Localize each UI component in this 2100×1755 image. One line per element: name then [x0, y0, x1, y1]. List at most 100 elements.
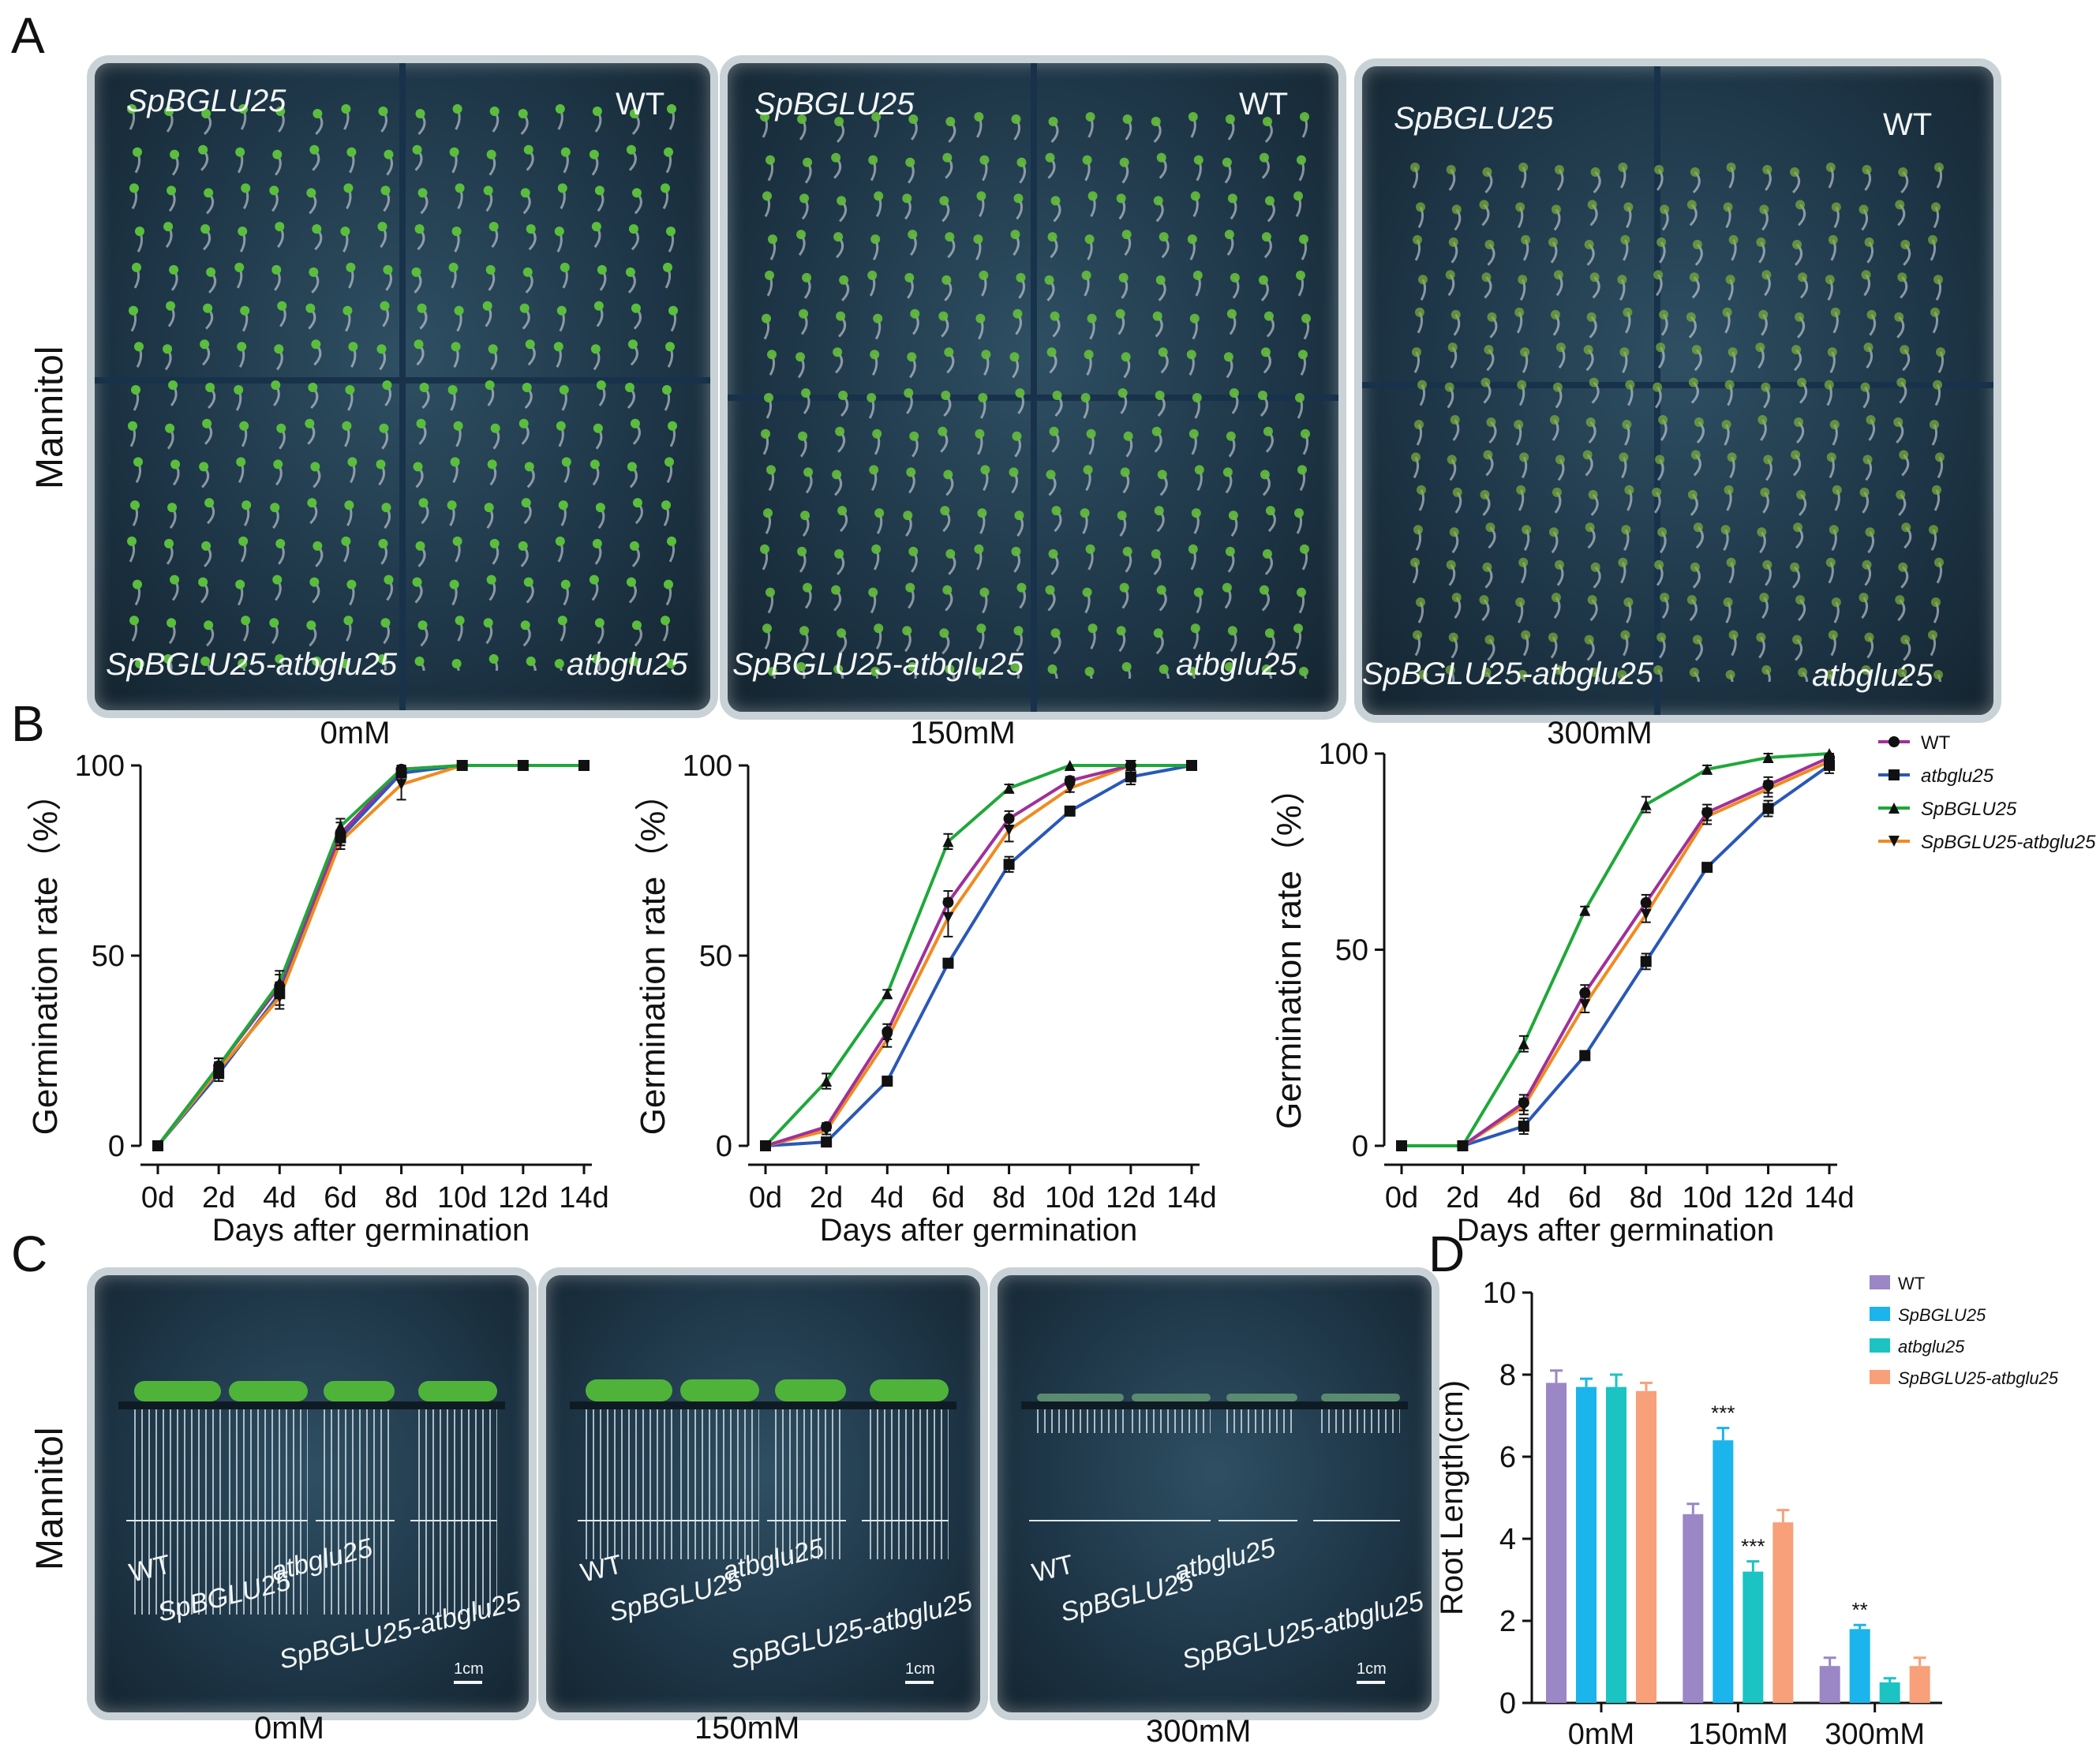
seedling [1689, 272, 1699, 283]
seedling [1416, 202, 1425, 212]
point-SpBGLU25-atbglu25 [1824, 755, 1835, 767]
seedling [163, 344, 173, 354]
seedling [762, 191, 772, 201]
seedling [1482, 562, 1492, 572]
seedling [1587, 595, 1597, 605]
seedling [801, 388, 811, 398]
seedling [1156, 585, 1166, 595]
seedling [945, 548, 956, 559]
seedling [1726, 163, 1736, 172]
seedling-leaves [324, 1381, 395, 1401]
bar-SpBGLU25-atbglu25-300mM [1909, 1666, 1930, 1703]
seedling [455, 616, 465, 626]
seedling [417, 303, 427, 313]
seedling [1551, 593, 1561, 603]
legend-label-atbglu25: atbglu25 [1898, 1337, 1965, 1356]
seedling [1548, 527, 1559, 537]
x-tick-label: 12d [1743, 1181, 1793, 1214]
seedling [627, 339, 638, 350]
seedling [1481, 272, 1492, 283]
seedling [414, 224, 425, 234]
seedling [1045, 585, 1055, 595]
seedling [803, 582, 813, 593]
seedling [1010, 662, 1020, 672]
seedling [1159, 664, 1169, 674]
seedling [1759, 593, 1769, 603]
seedling [1726, 557, 1736, 567]
seedling [520, 188, 530, 198]
point-SpBGLU25-atbglu25 [821, 1124, 833, 1136]
seedling [661, 500, 671, 511]
legend-marker-SpBGLU25 [1889, 803, 1900, 814]
seedling [1410, 163, 1420, 172]
seedling [348, 342, 358, 352]
seedling [1050, 196, 1061, 206]
mannitol-label-a: Mannitol [29, 346, 71, 489]
seedling [234, 262, 245, 272]
seedling [979, 155, 990, 165]
seedling [1262, 548, 1272, 559]
seedling [1481, 668, 1492, 677]
seedling-roots [1226, 1409, 1297, 1433]
series-line-SpBGLU25 [1402, 752, 1830, 1147]
seedling [382, 380, 392, 390]
seedling [1866, 415, 1876, 425]
seedling [164, 107, 174, 116]
seedling [1654, 165, 1664, 174]
seedling [1151, 548, 1161, 559]
seedling [1190, 191, 1200, 201]
seedling [1548, 632, 1558, 642]
seedling [1230, 272, 1240, 283]
seedling [908, 546, 919, 556]
seedling [1761, 270, 1772, 280]
seedling [272, 574, 283, 585]
seedling [1830, 307, 1840, 317]
seedling [1013, 626, 1024, 636]
seedling [1122, 114, 1132, 124]
series-line-SpBGLU25 [156, 764, 584, 1147]
seedling [904, 388, 914, 398]
seedling [624, 383, 634, 392]
seedling [1413, 525, 1423, 535]
seedling [594, 185, 605, 196]
seedling [834, 117, 844, 126]
seedling [838, 391, 848, 400]
seedling [1222, 582, 1232, 593]
seedling [1011, 546, 1021, 556]
seedling [796, 662, 807, 672]
seedling [383, 264, 393, 275]
seedling [277, 301, 287, 311]
seedling [1624, 485, 1634, 495]
seedling [597, 264, 607, 275]
conc-label-0mm: 0mM [254, 1711, 324, 1746]
seedling [1451, 204, 1462, 215]
seedling [1294, 508, 1304, 518]
seedling [204, 620, 214, 631]
seedling [1826, 452, 1836, 462]
seedling [1756, 237, 1766, 247]
seedling [168, 380, 178, 390]
y-axis-label: Germination rate（%） [634, 776, 672, 1136]
seedling [1656, 632, 1667, 642]
seedling [379, 423, 389, 433]
seedling [1931, 202, 1941, 212]
seedling [1047, 664, 1057, 674]
seedling [1152, 311, 1162, 321]
root-plate-300mm: WT SpBGLU25 atbglu25 SpBGLU25-atbglu25 1cm [990, 1267, 1439, 1720]
seedling [870, 350, 880, 360]
seedling [1725, 275, 1735, 285]
seedling [312, 224, 322, 234]
seedling [1046, 347, 1057, 357]
seedling [1413, 630, 1422, 640]
seedling [1010, 230, 1020, 240]
point-SpBGLU25-atbglu25 [395, 779, 407, 791]
seedling [555, 104, 565, 114]
seedling [1723, 202, 1733, 212]
seedling [1590, 167, 1600, 177]
seedling [1728, 347, 1738, 357]
seedling [797, 546, 807, 556]
seedling [1795, 200, 1806, 210]
seedling [1897, 272, 1907, 283]
seedling [1621, 525, 1631, 535]
bar-WT-150mM [1683, 1514, 1704, 1703]
